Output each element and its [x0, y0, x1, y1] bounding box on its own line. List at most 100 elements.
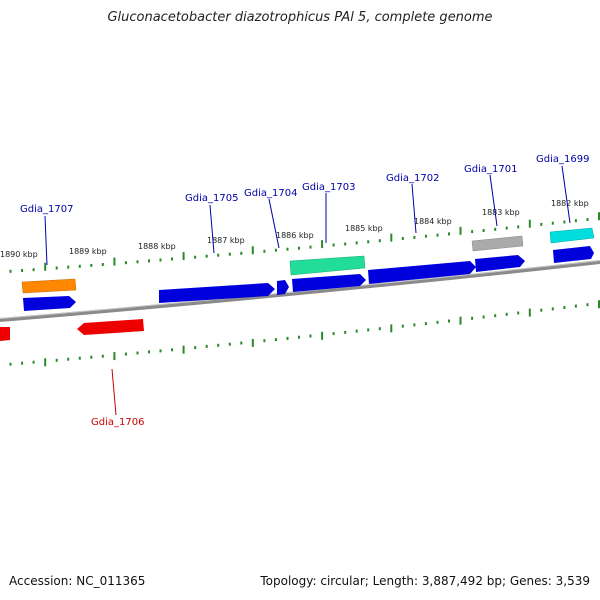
minor-tick — [517, 311, 520, 315]
minor-tick — [540, 222, 543, 226]
major-tick — [528, 308, 531, 317]
minor-tick — [471, 316, 474, 320]
major-tick — [113, 257, 116, 266]
gene-gdia-1701[interactable] — [471, 235, 524, 252]
minor-tick — [67, 265, 70, 269]
minor-tick — [205, 254, 208, 258]
gene-gdia-1706[interactable] — [77, 319, 144, 335]
major-tick — [113, 352, 116, 361]
minor-tick — [448, 232, 450, 236]
minor-tick — [286, 247, 289, 251]
gene-labels: Gdia_1699 Gdia_1701 Gdia_1702 Gdia_1703 … — [20, 154, 589, 428]
minor-tick — [448, 319, 450, 323]
gene-gdia-1703-cds[interactable] — [292, 274, 366, 292]
minor-tick — [263, 339, 266, 343]
kbp-labels: 1882 kbp 1883 kbp 1884 kbp 1885 kbp 1886… — [0, 199, 589, 259]
major-tick — [321, 331, 324, 340]
leader-gdia-1702 — [411, 183, 417, 234]
gene-gdia-1699-cds[interactable] — [553, 246, 594, 263]
gene-gdia-1699[interactable] — [549, 227, 595, 244]
gene-partial-reverse[interactable] — [0, 327, 10, 341]
gene-gdia-1704[interactable] — [277, 280, 289, 295]
gene-gdia-1701-cds[interactable] — [475, 255, 525, 272]
gene-label-gdia-1707[interactable]: Gdia_1707 — [20, 204, 73, 215]
minor-tick — [286, 336, 289, 340]
minor-tick — [101, 263, 104, 266]
gene-gdia-1702[interactable] — [368, 261, 476, 284]
major-tick — [528, 219, 531, 228]
minor-tick — [355, 241, 358, 245]
reverse-genes — [0, 319, 144, 341]
minor-tick — [309, 245, 312, 249]
minor-tick — [171, 348, 174, 352]
minor-tick — [367, 240, 370, 244]
kbp-label-1890: 1890 kbp — [0, 250, 38, 259]
minor-tick — [355, 329, 358, 333]
kbp-label-1887: 1887 kbp — [207, 236, 245, 245]
minor-tick — [344, 330, 347, 334]
gene-label-gdia-1701[interactable]: Gdia_1701 — [464, 164, 517, 175]
minor-tick — [194, 255, 197, 259]
kbp-label-1885: 1885 kbp — [345, 224, 383, 233]
minor-tick — [482, 229, 485, 232]
minor-tick — [90, 355, 93, 359]
gene-gdia-1707-cds[interactable] — [23, 296, 76, 311]
minor-tick — [332, 243, 335, 247]
minor-tick — [413, 323, 416, 327]
kbp-label-1884: 1884 kbp — [414, 217, 452, 226]
major-tick — [44, 262, 47, 271]
minor-tick — [263, 249, 266, 253]
minor-tick — [505, 312, 508, 316]
minor-tick — [332, 332, 335, 336]
minor-tick — [240, 251, 243, 255]
genome-backbone — [0, 260, 600, 322]
minor-tick — [494, 314, 497, 318]
minor-tick — [298, 246, 300, 250]
minor-tick — [78, 356, 81, 360]
gene-label-gdia-1703[interactable]: Gdia_1703 — [302, 182, 355, 193]
minor-tick — [586, 303, 589, 307]
leader-gdia-1707 — [44, 215, 48, 266]
gene-gdia-1705[interactable] — [159, 283, 275, 303]
minor-tick — [563, 306, 566, 309]
gene-gdia-1707[interactable] — [21, 278, 77, 294]
kbp-label-1888: 1888 kbp — [138, 242, 176, 251]
minor-tick — [228, 342, 231, 346]
major-tick — [459, 316, 462, 325]
tick-track-reverse — [9, 300, 600, 367]
gene-label-gdia-1702[interactable]: Gdia_1702 — [386, 173, 439, 184]
minor-tick — [101, 354, 104, 358]
minor-tick — [586, 218, 589, 221]
kbp-label-1883: 1883 kbp — [482, 208, 520, 217]
gene-label-gdia-1705[interactable]: Gdia_1705 — [185, 193, 238, 204]
minor-tick — [309, 334, 312, 338]
minor-tick — [424, 322, 427, 326]
minor-tick — [124, 352, 127, 356]
minor-tick — [136, 260, 139, 264]
minor-tick — [505, 226, 508, 230]
minor-tick — [494, 227, 497, 231]
kbp-label-1886: 1886 kbp — [276, 231, 314, 240]
minor-tick — [240, 341, 243, 345]
minor-tick — [344, 242, 347, 246]
minor-tick — [159, 258, 162, 262]
gene-label-gdia-1704[interactable]: Gdia_1704 — [244, 188, 297, 199]
minor-tick — [32, 360, 35, 364]
leader-gdia-1699 — [561, 165, 571, 224]
leader-gdia-1706 — [111, 368, 117, 416]
gene-label-gdia-1706[interactable]: Gdia_1706 — [91, 417, 144, 428]
minor-tick — [148, 350, 150, 354]
minor-tick — [424, 234, 427, 238]
minor-tick — [9, 362, 12, 366]
minor-tick — [90, 263, 93, 267]
minor-tick — [148, 259, 150, 263]
minor-tick — [205, 344, 208, 348]
major-tick — [459, 226, 462, 235]
gene-gdia-1703[interactable] — [289, 255, 366, 276]
gene-leaders — [44, 165, 571, 416]
minor-tick — [378, 327, 381, 331]
major-tick — [598, 300, 600, 309]
gene-label-gdia-1699[interactable]: Gdia_1699 — [536, 154, 589, 165]
minor-tick — [55, 358, 58, 362]
